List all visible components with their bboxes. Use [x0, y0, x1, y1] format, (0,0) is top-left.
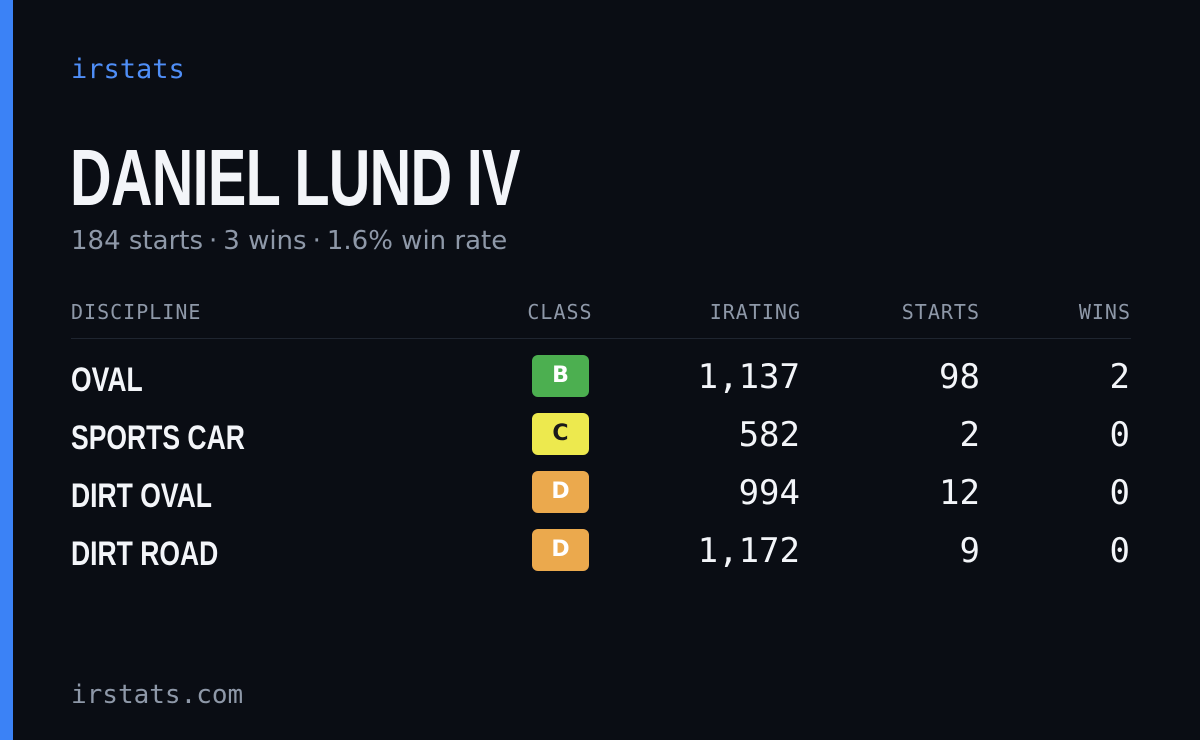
starts-cell: 9	[959, 531, 980, 571]
starts-cell: 98	[939, 357, 980, 397]
summary-wins: 3 wins	[223, 226, 307, 256]
class-badge: D	[532, 529, 589, 571]
class-badge: C	[532, 413, 589, 455]
discipline-cell: DIRT OVAL	[71, 477, 212, 515]
wins-cell: 0	[1109, 473, 1130, 513]
summary-starts: 184 starts	[71, 226, 203, 256]
irating-cell: 1,137	[697, 357, 800, 397]
irating-cell: 1,172	[697, 531, 800, 571]
summary-separator: ·	[209, 226, 218, 256]
wins-cell: 0	[1109, 531, 1130, 571]
footer-url: irstats.com	[71, 680, 244, 710]
license-table: DISCIPLINE CLASS IRATING STARTS WINS OVA…	[71, 300, 1131, 573]
driver-summary: 184 starts · 3 wins · 1.6% win rate	[71, 226, 507, 256]
header-wins: WINS	[1078, 300, 1131, 324]
wins-cell: 2	[1109, 357, 1130, 397]
discipline-cell: DIRT ROAD	[71, 535, 219, 573]
header-irating: IRATING	[709, 300, 801, 324]
discipline-cell: OVAL	[71, 361, 143, 399]
header-class: CLASS	[527, 300, 593, 324]
brand-logo-text: irstats	[71, 54, 185, 85]
driver-name: DANIEL LUND IV	[70, 133, 520, 222]
accent-bar	[0, 0, 13, 740]
table-row: OVAL B 1,137 98 2	[71, 339, 1131, 399]
header-starts: STARTS	[901, 300, 980, 324]
class-badge: B	[532, 355, 589, 397]
class-badge: D	[532, 471, 589, 513]
starts-cell: 2	[959, 415, 980, 455]
discipline-cell: SPORTS CAR	[71, 419, 245, 457]
table-row: DIRT ROAD D 1,172 9 0	[71, 513, 1131, 573]
table-body: OVAL B 1,137 98 2 SPORTS CAR C 582 2 0 D…	[71, 339, 1131, 573]
table-row: SPORTS CAR C 582 2 0	[71, 397, 1131, 457]
table-header: DISCIPLINE CLASS IRATING STARTS WINS	[71, 300, 1131, 339]
wins-cell: 0	[1109, 415, 1130, 455]
irating-cell: 582	[738, 415, 800, 455]
table-row: DIRT OVAL D 994 12 0	[71, 455, 1131, 515]
summary-win-rate: 1.6% win rate	[326, 226, 508, 256]
starts-cell: 12	[939, 473, 980, 513]
header-discipline: DISCIPLINE	[71, 300, 202, 324]
irating-cell: 994	[738, 473, 800, 513]
summary-separator: ·	[312, 226, 321, 256]
